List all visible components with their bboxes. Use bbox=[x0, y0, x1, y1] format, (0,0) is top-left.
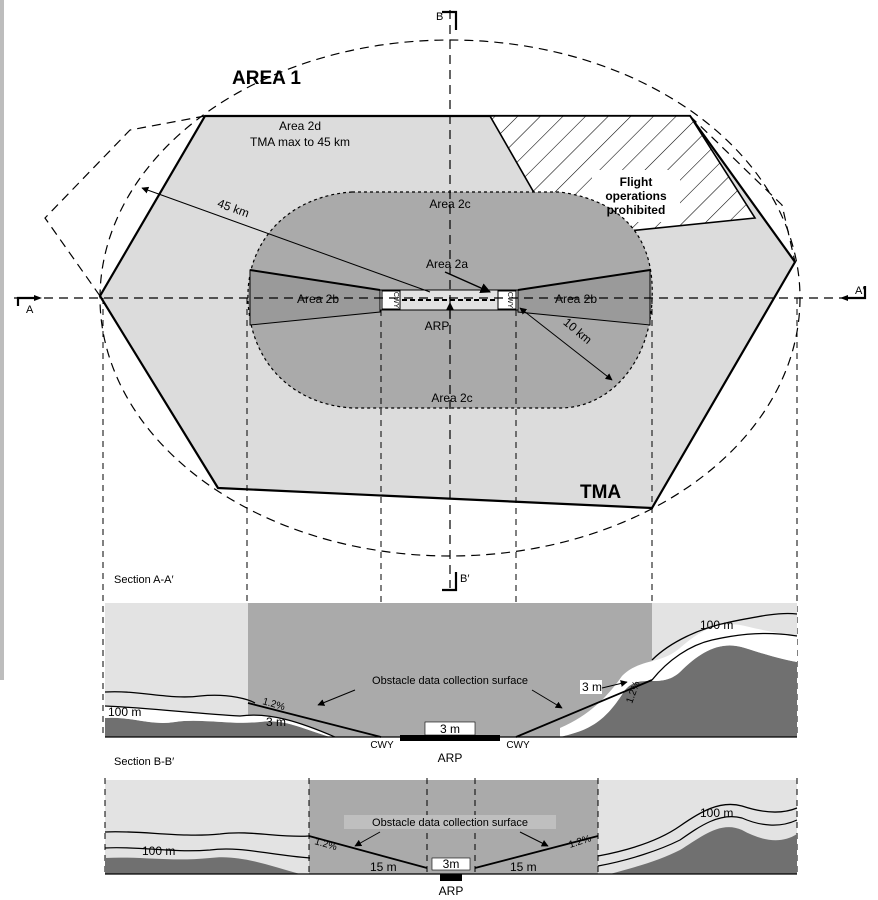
section-bb-center-3m: 3m bbox=[443, 857, 460, 871]
left-margin-strip bbox=[0, 0, 4, 680]
area-2c-bottom-label: Area 2c bbox=[431, 391, 472, 405]
section-aa-title: Section A-A′ bbox=[114, 574, 174, 586]
area-2a-label: Area 2a bbox=[426, 257, 468, 271]
cwy-box-left-label: CWY bbox=[392, 292, 399, 309]
section-marker-a-prime bbox=[848, 286, 867, 300]
section-aa-clearance-right bbox=[560, 624, 797, 737]
section-marker-b-prime bbox=[442, 572, 458, 592]
flight-ops-label-2: operations bbox=[605, 189, 667, 203]
section-bb-height-left: 100 m bbox=[142, 844, 175, 858]
section-bb-3m-box bbox=[431, 857, 471, 871]
area-2a-strip bbox=[379, 289, 519, 311]
section-aa-cwy-right: CWY bbox=[506, 740, 530, 751]
tma-label: TMA bbox=[580, 482, 621, 503]
section-bb-height-right: 100 m bbox=[700, 806, 733, 820]
section-bb-terrain-left bbox=[105, 857, 300, 874]
area-2b-right-label: Area 2b bbox=[555, 292, 597, 306]
section-marker-b bbox=[442, 10, 458, 30]
area-2d-sublabel: TMA max to 45 km bbox=[250, 135, 350, 149]
section-aa-clearance-left bbox=[105, 706, 335, 737]
section-aa-3m-box bbox=[424, 721, 476, 736]
section-label-a-prime: A′ bbox=[855, 285, 864, 297]
area-1-label: AREA 1 bbox=[232, 68, 301, 89]
section-bb-arp: ARP bbox=[439, 884, 464, 898]
radius-45km-arrow bbox=[141, 186, 431, 293]
section-aa-offset-right: 3 m bbox=[582, 680, 602, 694]
section-aa-cwy-left: CWY bbox=[370, 740, 394, 751]
section-aa-surface-label: Obstacle data collection surface bbox=[372, 675, 528, 687]
section-aa-height-right: 100 m bbox=[700, 618, 733, 632]
cwy-box-right-label: CWY bbox=[506, 292, 513, 309]
section-bb-arp-block bbox=[440, 874, 462, 881]
section-label-a: A bbox=[26, 304, 34, 316]
cwy-box-right bbox=[497, 290, 517, 310]
area-2d-label: Area 2d bbox=[279, 119, 321, 133]
section-aa-height-left: 100 m bbox=[108, 705, 141, 719]
section-bb-dist-right: 15 m bbox=[510, 860, 537, 874]
flight-ops-label-1: Flight bbox=[620, 175, 653, 189]
section-aa-arp: ARP bbox=[438, 751, 463, 765]
section-marker-a bbox=[16, 296, 34, 306]
area-2a-pointer bbox=[444, 271, 491, 293]
section-bb-terrain-right bbox=[610, 827, 797, 874]
area-2c-top-label: Area 2c bbox=[429, 197, 470, 211]
area-1-tangent-right bbox=[689, 115, 796, 263]
section-aa-offset-left: 3 m bbox=[266, 715, 286, 729]
area-2b-left-label: Area 2b bbox=[297, 292, 339, 306]
section-aa-terrain-right bbox=[560, 645, 797, 737]
section-aa-offset-center: 3 m bbox=[440, 722, 460, 736]
section-label-b-prime: B′ bbox=[460, 573, 469, 585]
arp-label-plan: ARP bbox=[425, 319, 450, 333]
section-label-b: B bbox=[436, 11, 443, 23]
section-bb-surface-label: Obstacle data collection surface bbox=[372, 817, 528, 829]
area-1-tangent-left bbox=[44, 115, 206, 297]
radius-10km-arrow bbox=[519, 307, 613, 381]
section-bb-title: Section B-B′ bbox=[114, 756, 174, 768]
cwy-box-left bbox=[381, 290, 401, 310]
flight-ops-label-3: prohibited bbox=[607, 203, 666, 217]
section-aa-terrain-left bbox=[105, 717, 330, 737]
section-aa-runway bbox=[400, 735, 500, 741]
section-bb-dist-left: 15 m bbox=[370, 860, 397, 874]
